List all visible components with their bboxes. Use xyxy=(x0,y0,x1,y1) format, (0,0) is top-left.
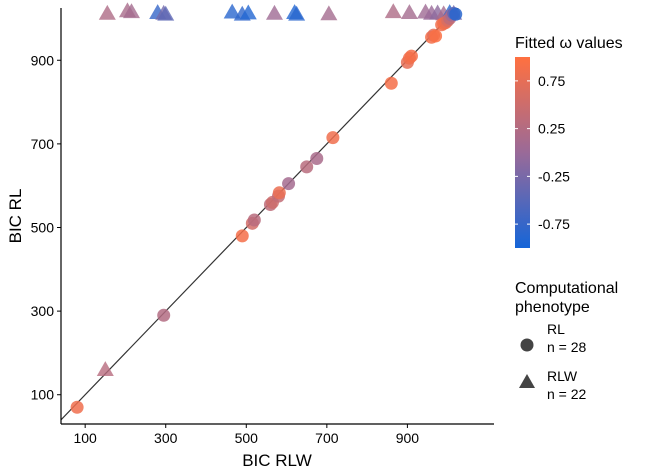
legend-rlw-label: RLW xyxy=(547,368,578,384)
colorbar xyxy=(515,57,530,248)
rl-point xyxy=(300,160,314,174)
legend-circle-icon xyxy=(520,338,534,352)
y-tick-label: 900 xyxy=(31,52,55,68)
legend-triangle-icon xyxy=(519,374,535,388)
x-tick-label: 700 xyxy=(315,430,339,446)
rlw-point xyxy=(384,3,402,19)
rlw-point xyxy=(157,5,175,21)
colorbar-tick-label: 0.25 xyxy=(538,121,565,137)
points-layer xyxy=(70,2,463,414)
rlw-point xyxy=(400,4,418,19)
shape-legend: Computational phenotype RL n = 28 RLW n … xyxy=(515,280,618,402)
y-tick-label: 500 xyxy=(31,219,55,235)
rl-point xyxy=(326,131,340,145)
colorbar-tick-label: -0.75 xyxy=(538,216,570,232)
x-tick-label: 500 xyxy=(235,430,259,446)
rl-point xyxy=(70,400,84,414)
rl-point xyxy=(429,29,443,43)
rl-point xyxy=(384,76,398,90)
rl-point xyxy=(157,308,171,322)
shape-legend-title-line2: phenotype xyxy=(515,299,590,316)
legend-rlw-count: n = 22 xyxy=(547,386,587,402)
y-tick-label: 700 xyxy=(31,136,55,152)
rlw-point xyxy=(96,361,114,377)
colorbar-tick-label: -0.25 xyxy=(538,168,570,184)
rl-point xyxy=(272,186,286,200)
rlw-point xyxy=(239,4,257,20)
y-axis-label: BIC RL xyxy=(6,189,25,244)
x-tick-label: 300 xyxy=(154,430,178,446)
rl-point xyxy=(235,229,249,243)
rl-point xyxy=(282,177,296,191)
y-tick-label: 300 xyxy=(31,303,55,319)
x-axis-label: BIC RLW xyxy=(242,451,312,470)
rlw-point xyxy=(223,3,241,19)
rl-point xyxy=(404,49,418,63)
identity-line xyxy=(61,8,459,421)
axes: 100 300 500 700 900 100 300 500 700 900 xyxy=(31,8,494,446)
rlw-point xyxy=(98,4,116,20)
colorbar-tick-label: 0.75 xyxy=(538,73,565,89)
colorbar-legend: Fitted ω values 0.75 0.25 -0.25 -0.75 xyxy=(515,35,623,248)
rlw-point xyxy=(122,3,140,19)
legend-rl-label: RL xyxy=(547,321,565,337)
y-tick-label: 100 xyxy=(31,387,55,403)
rl-point xyxy=(310,152,324,166)
rlw-point xyxy=(320,5,338,21)
shape-legend-title-line1: Computational xyxy=(515,280,618,297)
rl-point xyxy=(247,213,261,227)
rl-point xyxy=(449,7,463,21)
rlw-point xyxy=(288,5,306,21)
legend-rl-count: n = 28 xyxy=(547,339,587,355)
x-tick-label: 900 xyxy=(396,430,420,446)
colorbar-title: Fitted ω values xyxy=(515,35,623,52)
x-tick-label: 100 xyxy=(73,430,97,446)
rlw-point xyxy=(265,4,283,20)
plot-area: 100 300 500 700 900 100 300 500 700 900 xyxy=(31,2,494,446)
